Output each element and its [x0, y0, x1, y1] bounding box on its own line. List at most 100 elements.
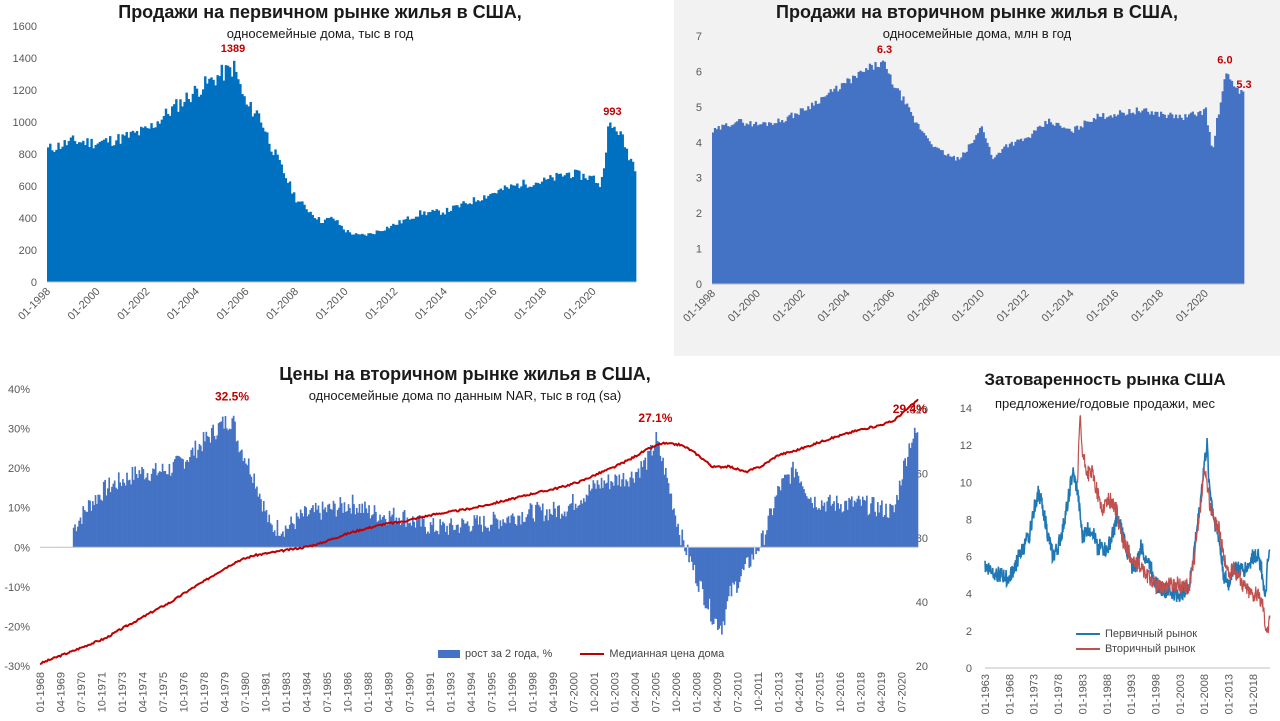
x-tick-label: 07-2010	[732, 672, 744, 712]
growth-bar	[822, 505, 824, 548]
growth-bar	[86, 511, 89, 548]
bar	[319, 223, 323, 282]
bar	[725, 123, 728, 284]
growth-bar	[424, 526, 426, 548]
x-tick-label: 10-2011	[753, 672, 765, 712]
x-tick-label: 01-2002	[115, 286, 152, 323]
bar	[1139, 112, 1142, 284]
growth-bar	[484, 526, 487, 548]
bar	[988, 146, 991, 284]
growth-bar	[552, 501, 555, 548]
growth-bar	[101, 500, 104, 548]
bar	[784, 121, 788, 284]
growth-bar	[799, 483, 801, 548]
y-tick-label: 4	[696, 137, 702, 149]
bar	[123, 135, 126, 282]
growth-bar	[265, 509, 268, 548]
growth-bar	[793, 477, 796, 548]
bar	[816, 104, 819, 284]
bar	[786, 116, 789, 284]
growth-bar	[566, 511, 569, 548]
bar	[373, 234, 376, 282]
bar	[1096, 113, 1099, 284]
growth-bar	[659, 455, 662, 548]
bar	[825, 95, 829, 285]
growth-bar	[506, 517, 509, 548]
growth-bar	[220, 421, 223, 548]
inventory-legend: Первичный рынок Вторичный рынок	[1076, 628, 1197, 655]
bar	[148, 128, 151, 282]
growth-bar	[812, 507, 815, 548]
growth-bar	[768, 508, 771, 548]
growth-bar	[235, 441, 238, 548]
growth-bar	[622, 472, 625, 548]
bar	[92, 148, 95, 282]
growth-bar	[585, 494, 588, 548]
y-tick-label: 8	[966, 514, 972, 526]
growth-bar	[762, 530, 764, 548]
growth-bar	[116, 489, 119, 548]
growth-bar	[855, 502, 857, 548]
bar	[63, 140, 66, 282]
bar	[408, 219, 412, 282]
bar	[425, 215, 428, 282]
bar	[532, 185, 536, 282]
bar	[549, 175, 552, 282]
growth-bar	[275, 535, 277, 548]
bar	[1016, 139, 1019, 284]
growth-bar	[394, 523, 396, 548]
bar	[1124, 115, 1127, 284]
bar	[1111, 117, 1114, 284]
bar	[481, 200, 484, 282]
x-tick-label: 04-1989	[384, 672, 396, 712]
growth-bar	[722, 547, 725, 622]
growth-bar	[706, 547, 708, 609]
growth-bar	[148, 480, 150, 548]
growth-bar	[827, 497, 830, 548]
price-panel: Цены на вторичном рынке жилья в США, одн…	[0, 356, 930, 721]
bar	[352, 234, 356, 282]
bar	[1137, 111, 1140, 284]
growth-bar	[766, 530, 768, 548]
growth-bar	[774, 496, 777, 548]
bar	[969, 143, 972, 284]
bar	[1081, 127, 1084, 284]
growth-bar	[390, 516, 392, 548]
growth-bar	[131, 466, 134, 548]
bar	[1232, 86, 1236, 284]
y-left-tick-label: 40%	[8, 384, 30, 396]
growth-bar	[623, 486, 626, 548]
bar	[1174, 114, 1178, 284]
growth-bar	[597, 484, 600, 548]
growth-bar	[901, 479, 904, 548]
growth-bar	[450, 518, 452, 548]
growth-bar	[889, 503, 891, 548]
growth-bar	[574, 503, 577, 548]
bar	[78, 142, 81, 282]
x-tick-label: 04-1969	[56, 672, 68, 712]
bar	[1090, 121, 1094, 285]
bar	[127, 137, 131, 282]
bar	[943, 154, 946, 284]
bar	[1122, 112, 1125, 284]
bar	[782, 122, 786, 284]
growth-bar	[346, 511, 349, 548]
bar	[848, 78, 851, 284]
bar	[1109, 115, 1112, 284]
bar	[181, 106, 184, 282]
bar	[55, 149, 58, 282]
growth-bar	[509, 522, 511, 548]
growth-bar	[639, 477, 641, 548]
bar	[338, 225, 341, 282]
bar	[1208, 131, 1211, 284]
bar	[82, 140, 85, 282]
bar	[474, 201, 478, 282]
bar	[1227, 74, 1230, 285]
growth-bar	[90, 510, 93, 548]
bar	[1092, 118, 1096, 284]
growth-bar	[489, 524, 492, 548]
growth-bar	[383, 515, 385, 548]
growth-bar	[254, 488, 257, 548]
y-tick-label: 1200	[13, 85, 37, 97]
bar	[1173, 118, 1176, 284]
